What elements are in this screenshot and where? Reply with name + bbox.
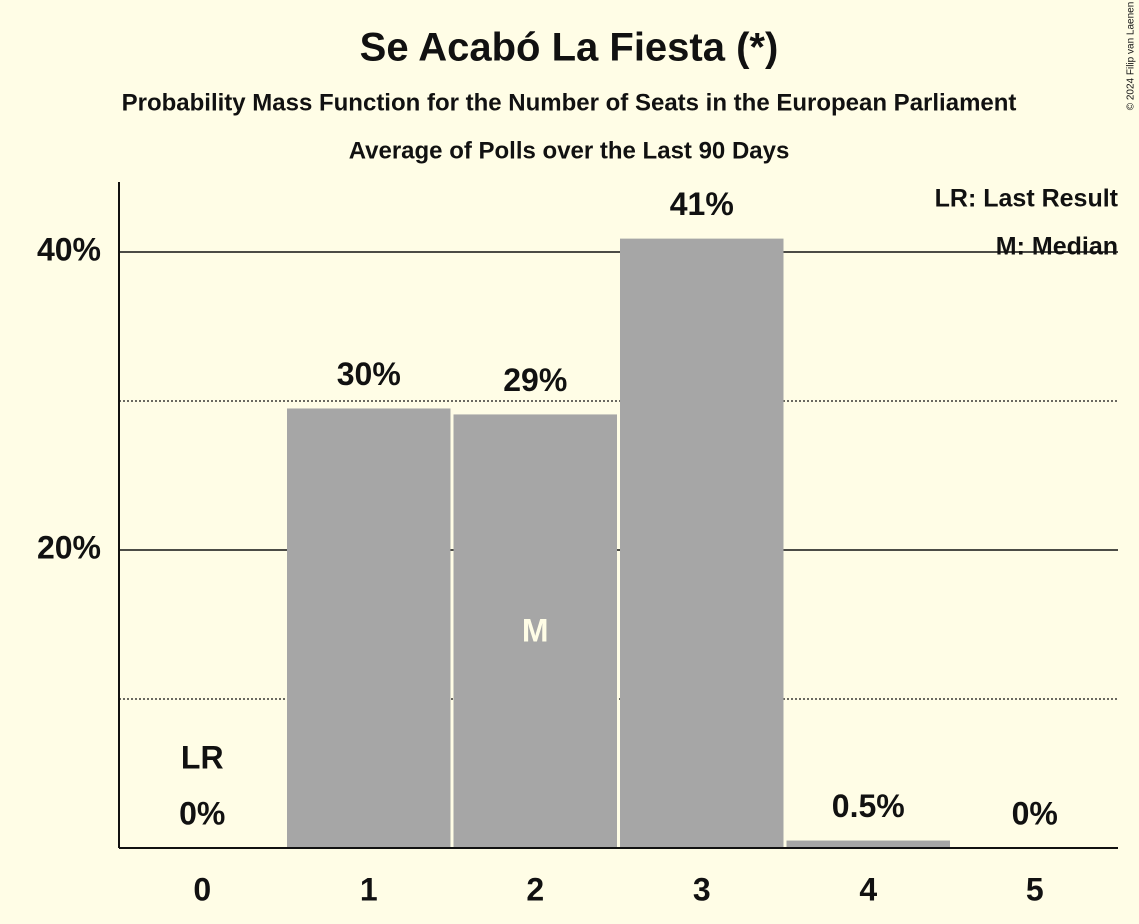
legend-entry: M: Median bbox=[996, 233, 1118, 261]
x-tick-label: 3 bbox=[693, 871, 711, 907]
bar bbox=[287, 408, 451, 848]
x-tick-label: 5 bbox=[1026, 871, 1044, 907]
bar bbox=[453, 414, 617, 848]
value-label: 41% bbox=[670, 186, 734, 222]
x-tick-label: 4 bbox=[859, 871, 877, 907]
copyright: © 2024 Filip van Laenen bbox=[1126, 2, 1137, 111]
y-tick-label: 20% bbox=[37, 529, 101, 565]
x-tick-label: 0 bbox=[193, 871, 211, 907]
last-result-marker: LR bbox=[181, 739, 224, 775]
y-tick-label: 40% bbox=[37, 231, 101, 267]
value-label: 30% bbox=[337, 356, 401, 392]
value-label: 0% bbox=[1012, 795, 1058, 831]
bar bbox=[620, 238, 784, 849]
value-label: 0.5% bbox=[832, 788, 905, 824]
x-tick-label: 2 bbox=[526, 871, 544, 907]
x-tick-label: 1 bbox=[360, 871, 378, 907]
chart-subtitle: Probability Mass Function for the Number… bbox=[122, 89, 1017, 116]
chart-subtitle: Average of Polls over the Last 90 Days bbox=[349, 137, 790, 164]
legend-entry: LR: Last Result bbox=[935, 185, 1119, 213]
bar bbox=[786, 840, 950, 848]
median-marker: M bbox=[522, 613, 549, 649]
value-label: 29% bbox=[503, 362, 567, 398]
chart-title: Se Acabó La Fiesta (*) bbox=[360, 26, 779, 70]
value-label: 0% bbox=[179, 795, 225, 831]
